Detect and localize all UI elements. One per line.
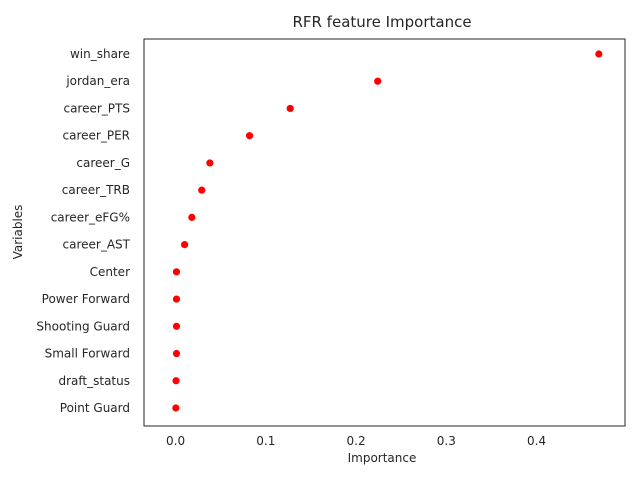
y-tick-label: Power Forward (42, 292, 130, 306)
y-tick-label: jordan_era (65, 74, 130, 88)
y-tick-label: career_PTS (63, 101, 130, 115)
x-axis-label: Importance (348, 451, 417, 465)
data-point (172, 295, 181, 303)
chart-title: RFR feature Importance (292, 13, 471, 31)
data-point (198, 186, 206, 194)
x-tick-label: 0.3 (437, 434, 456, 448)
y-tick-label: Center (90, 265, 130, 279)
plot-frame (143, 38, 626, 427)
y-tick-label: career_PER (63, 129, 130, 143)
data-point (188, 213, 196, 221)
data-point (172, 377, 180, 385)
y-tick-label: win_share (70, 47, 130, 61)
y-tick-label: career_TRB (62, 183, 130, 197)
x-tick-labels: 0.0 0.1 0.2 0.3 0.4 (166, 434, 546, 448)
data-point (172, 349, 181, 358)
data-point (206, 159, 214, 167)
y-tick-label: career_eFG% (51, 210, 130, 224)
data-point (172, 268, 181, 276)
data-point (374, 77, 382, 85)
data-point (172, 322, 181, 330)
y-tick-label: career_G (76, 156, 130, 170)
x-tick-label: 0.0 (166, 434, 185, 448)
data-point (181, 241, 189, 249)
y-tick-label: Small Forward (45, 347, 130, 361)
y-tick-labels: win_share jordan_era career_PTS career_PERc… (36, 47, 130, 415)
data-point (245, 132, 254, 140)
data-point (595, 50, 603, 58)
y-tick-label: draft_status (59, 374, 131, 388)
y-tick-label: Shooting Guard (36, 319, 130, 333)
data-points (172, 50, 603, 412)
y-axis-label: Variables (11, 205, 25, 260)
x-tick-label: 0.4 (527, 434, 546, 448)
x-tick-label: 0.1 (256, 434, 275, 448)
data-point (172, 404, 180, 412)
x-tick-label: 0.2 (347, 434, 366, 448)
data-point (286, 104, 294, 113)
y-tick-label: Point Guard (60, 401, 130, 415)
y-tick-label: career_AST (63, 238, 131, 252)
